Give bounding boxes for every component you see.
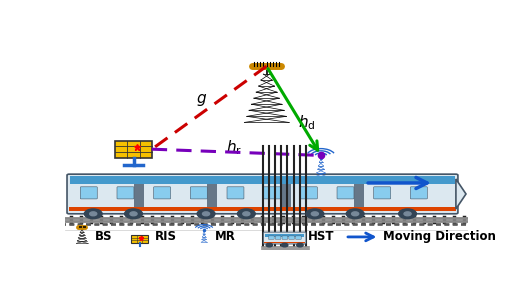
FancyBboxPatch shape (227, 187, 244, 199)
Circle shape (125, 209, 142, 219)
Text: $g$: $g$ (197, 92, 207, 108)
Polygon shape (456, 179, 466, 209)
Circle shape (243, 212, 250, 216)
FancyBboxPatch shape (265, 242, 305, 243)
FancyBboxPatch shape (301, 187, 317, 199)
Circle shape (266, 243, 272, 247)
FancyBboxPatch shape (282, 236, 288, 239)
FancyBboxPatch shape (69, 207, 456, 211)
FancyBboxPatch shape (374, 187, 391, 199)
Circle shape (306, 209, 324, 219)
FancyBboxPatch shape (410, 187, 427, 199)
FancyBboxPatch shape (134, 183, 144, 211)
FancyBboxPatch shape (354, 183, 365, 211)
Circle shape (352, 212, 359, 216)
FancyBboxPatch shape (131, 235, 148, 243)
FancyBboxPatch shape (275, 236, 281, 239)
FancyBboxPatch shape (295, 236, 301, 239)
Circle shape (89, 212, 97, 216)
Text: MR: MR (215, 231, 236, 243)
Text: HST: HST (308, 231, 334, 243)
Text: Moving Direction: Moving Direction (383, 231, 496, 243)
FancyBboxPatch shape (263, 232, 306, 244)
Circle shape (84, 209, 102, 219)
Circle shape (197, 209, 215, 219)
Text: BS: BS (95, 231, 113, 243)
Circle shape (130, 212, 137, 216)
FancyBboxPatch shape (268, 236, 274, 239)
Circle shape (404, 212, 411, 216)
FancyBboxPatch shape (70, 176, 454, 184)
Circle shape (297, 243, 303, 247)
FancyBboxPatch shape (289, 236, 294, 239)
Text: $h_{\rm r}$: $h_{\rm r}$ (226, 138, 242, 157)
FancyBboxPatch shape (115, 141, 152, 158)
FancyBboxPatch shape (207, 183, 217, 211)
FancyBboxPatch shape (281, 183, 291, 211)
FancyBboxPatch shape (67, 174, 458, 214)
FancyBboxPatch shape (117, 187, 134, 199)
Text: $h_{\rm d}$: $h_{\rm d}$ (298, 113, 316, 132)
FancyBboxPatch shape (80, 187, 97, 199)
FancyBboxPatch shape (265, 234, 304, 237)
FancyBboxPatch shape (337, 187, 354, 199)
Text: RIS: RIS (154, 231, 176, 243)
Circle shape (399, 209, 417, 219)
FancyBboxPatch shape (154, 187, 171, 199)
Circle shape (238, 209, 255, 219)
Circle shape (311, 212, 318, 216)
Circle shape (202, 212, 210, 216)
FancyBboxPatch shape (264, 187, 281, 199)
Circle shape (346, 209, 364, 219)
FancyBboxPatch shape (190, 187, 207, 199)
Circle shape (281, 243, 288, 247)
